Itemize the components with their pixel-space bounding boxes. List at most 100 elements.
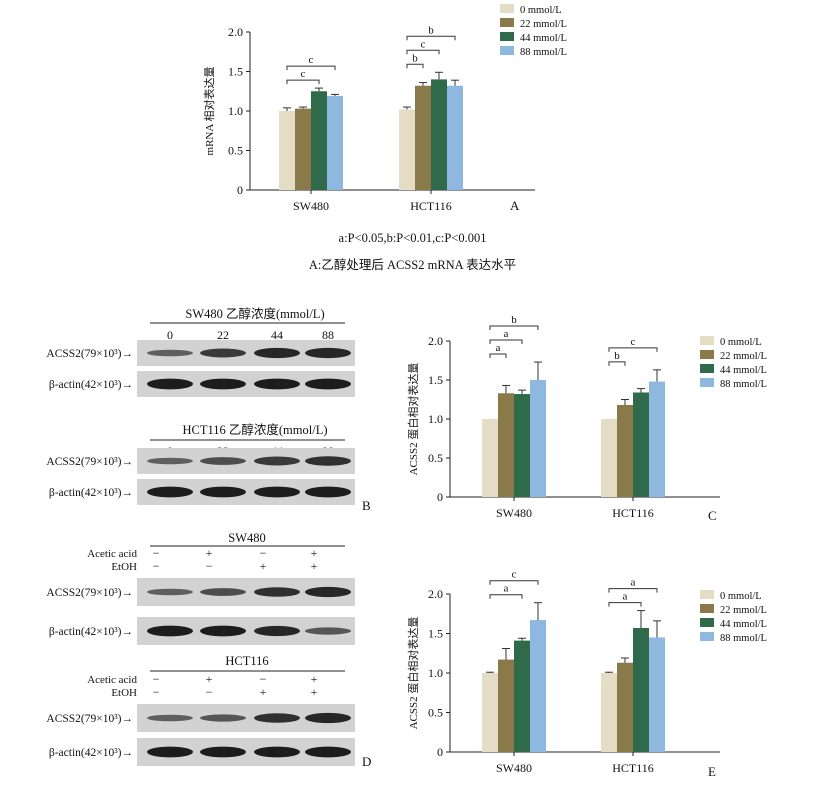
y-tick-label: 0 [437, 490, 443, 504]
treatment-sign: + [311, 672, 318, 686]
blot-band [147, 378, 193, 390]
significance-label: b [511, 314, 517, 326]
bar [601, 673, 617, 752]
y-tick-label: 2.0 [228, 25, 243, 39]
blot-band [254, 378, 300, 390]
legend-swatch [500, 46, 514, 55]
bar [498, 659, 514, 752]
significance-label: b [428, 24, 434, 36]
y-tick-label: 0.5 [228, 144, 243, 158]
lane-label: 0 [167, 328, 173, 342]
significance-bracket [608, 361, 626, 366]
legend-label: 44 mmol/L [720, 619, 767, 630]
treatment-sign: + [260, 559, 267, 573]
y-tick-label: 2.0 [428, 334, 443, 348]
blot-band [200, 457, 246, 465]
legend-swatch [700, 604, 714, 613]
blot-band [254, 587, 300, 597]
treatment-sign: − [260, 546, 267, 560]
significance-label: c [301, 68, 306, 80]
significance-label: a [504, 583, 509, 595]
bar [633, 627, 649, 752]
blot-band [200, 378, 246, 390]
bar [295, 108, 311, 190]
y-axis-label: ACSS2 蛋白相对表达量 [406, 617, 420, 730]
significance-caption: a:P<0.05,b:P<0.01,c:P<0.001 [338, 231, 487, 245]
legend-swatch [700, 632, 714, 641]
blot-band [200, 588, 246, 596]
legend-label: 0 mmol/L [520, 5, 562, 16]
treatment-label: Acetic acid [87, 674, 137, 686]
blot-band [147, 486, 193, 498]
blot-band [200, 714, 246, 722]
treatment-sign: − [153, 559, 160, 573]
significance-label: a [496, 342, 501, 354]
blot-band [254, 625, 300, 637]
y-tick-label: 1.5 [428, 373, 443, 387]
significance-bracket [406, 35, 456, 41]
legend-label: 44 mmol/L [520, 33, 567, 44]
treatment-sign: + [260, 685, 267, 699]
treatment-sign: + [206, 672, 213, 686]
significance-bracket [286, 79, 320, 85]
treatment-sign: − [153, 546, 160, 560]
blot-title: SW480 乙醇浓度(mmol/L) [185, 306, 324, 321]
y-tick-label: 0.5 [428, 706, 443, 720]
lane-label: 22 [217, 328, 229, 342]
significance-bracket [489, 580, 539, 585]
bar [633, 392, 649, 497]
legend-label: 0 mmol/L [720, 591, 762, 602]
bar [415, 85, 431, 190]
blot-band [254, 746, 300, 758]
panel-a-caption: A:乙醇处理后 ACSS2 mRNA 表达水平 [308, 258, 517, 272]
bar [649, 381, 665, 497]
treatment-sign: + [311, 546, 318, 560]
blot-row-label: ACSS2(79×10³)→ [46, 713, 133, 725]
treatment-sign: − [206, 685, 213, 699]
blot-band [305, 486, 351, 498]
significance-bracket [608, 588, 658, 593]
western-blot-panel-b: SW480 乙醇浓度(mmol/L) 0 22 44 88 HCT116 乙醇浓度(mmo… [46, 306, 371, 513]
treatment-label: Acetic acid [87, 548, 137, 560]
blot-title: SW480 [228, 531, 266, 545]
bar [617, 404, 633, 497]
significance-bracket [489, 594, 523, 599]
blot-band [200, 625, 246, 637]
blot-band [147, 625, 193, 637]
treatment-label: EtOH [111, 561, 137, 573]
significance-bracket [286, 65, 336, 71]
blot-row-label: ACSS2(79×10³)→ [46, 456, 133, 468]
y-tick-label: 1.0 [428, 666, 443, 680]
bar [399, 109, 415, 190]
treatment-sign: + [311, 559, 318, 573]
significance-label: c [309, 54, 314, 66]
blot-row-label: β-actin(42×10³)→ [49, 487, 133, 499]
bar [514, 394, 530, 497]
panel-letter: A [510, 198, 520, 213]
significance-bracket [489, 325, 539, 331]
y-tick-label: 2.0 [428, 587, 443, 601]
bar [482, 419, 498, 497]
blot-band [305, 378, 351, 390]
lane-label: 44 [271, 328, 283, 342]
bar [514, 640, 530, 752]
blot-band [147, 714, 193, 722]
significance-label: c [512, 569, 517, 581]
treatment-label: EtOH [111, 687, 137, 699]
x-tick-label: HCT116 [612, 761, 654, 775]
legend-label: 0 mmol/L [720, 337, 762, 348]
panel-letter: D [362, 754, 371, 769]
significance-bracket [608, 347, 658, 352]
legend-swatch [700, 350, 714, 359]
legend-swatch [700, 618, 714, 627]
bar [311, 91, 327, 190]
significance-bracket [406, 63, 424, 69]
panel-letter: E [708, 764, 716, 779]
bar [482, 673, 498, 752]
blot-band [147, 588, 193, 596]
blot-band [305, 586, 351, 598]
y-axis-label: ACSS2 蛋白相对表达量 [406, 363, 420, 476]
